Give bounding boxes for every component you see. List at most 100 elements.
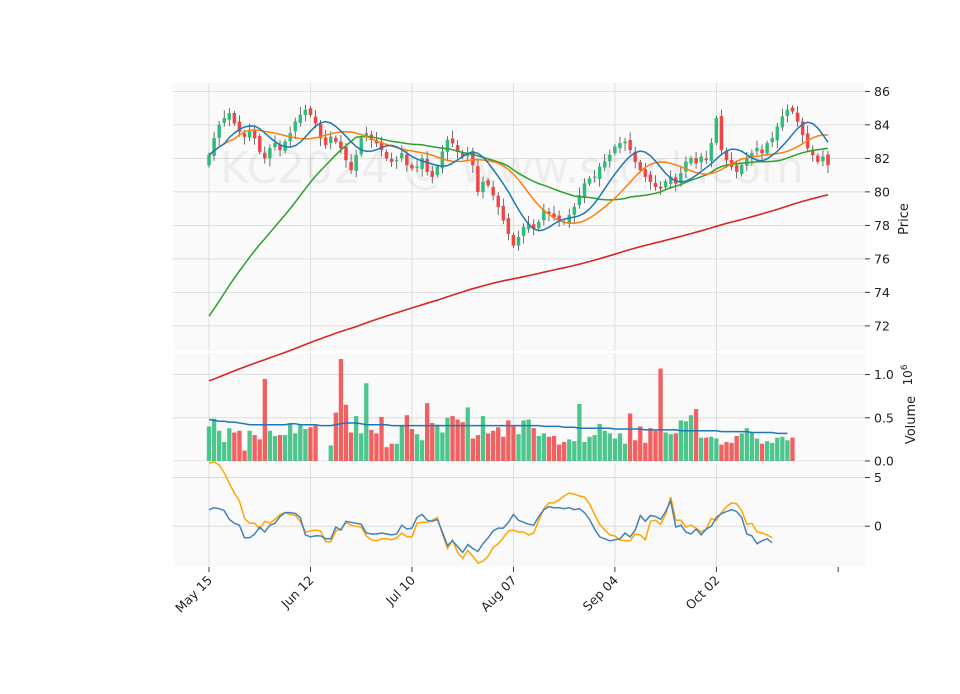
price-ytick-label: 78 — [874, 218, 890, 233]
candle-body — [613, 146, 617, 154]
candle-body — [415, 166, 419, 168]
price-ytick-label: 76 — [874, 251, 890, 266]
volume-bar — [465, 407, 470, 461]
volume-ytick-label: 0.0 — [874, 454, 894, 469]
candle-body — [258, 136, 262, 152]
volume-bar — [293, 433, 298, 461]
volume-bar — [303, 429, 308, 461]
candle-body — [795, 112, 800, 122]
price-panel-bg — [173, 83, 865, 351]
candle-body — [430, 170, 434, 177]
candle-body — [349, 161, 353, 171]
candle-body — [268, 148, 272, 159]
candle-body — [308, 108, 313, 115]
volume-bar — [242, 450, 247, 461]
volume-bar — [688, 415, 694, 461]
volume-bar — [536, 435, 541, 461]
candle-body — [537, 221, 541, 229]
volume-ytick-label: 0.5 — [874, 410, 894, 425]
volume-bar — [556, 444, 562, 461]
candle-body — [476, 166, 480, 193]
volume-bar — [663, 432, 668, 461]
volume-bar — [485, 433, 491, 461]
volume-bar — [206, 426, 212, 461]
candle-body — [298, 114, 303, 124]
volume-bar — [211, 418, 217, 461]
volume-bar — [506, 420, 511, 461]
candle-body — [521, 226, 526, 236]
volume-unit-exponent: 6 — [900, 364, 910, 370]
candle-body — [658, 186, 663, 189]
volume-bar — [724, 441, 729, 461]
candle-body — [572, 206, 577, 215]
candle-body — [278, 145, 282, 151]
candle-body — [511, 234, 516, 246]
volume-bar — [445, 417, 450, 461]
candle-body — [445, 139, 450, 152]
candle-body — [410, 164, 414, 169]
price-ytick-label: 84 — [874, 117, 890, 132]
ma-long-line — [208, 194, 829, 382]
candle-body — [486, 180, 490, 186]
indicator-lines-layer — [208, 461, 773, 564]
volume-bar — [222, 441, 227, 461]
candle-body — [379, 141, 384, 151]
candle-body — [785, 109, 790, 116]
ma-fast-line — [208, 120, 829, 232]
volume-bar — [678, 420, 684, 461]
candle-body — [496, 195, 500, 208]
candle-body — [481, 181, 485, 193]
candle-body — [623, 141, 627, 144]
price-axis-label: Price — [897, 203, 912, 235]
volume-bars-layer — [206, 359, 795, 461]
volume-bar — [597, 423, 602, 461]
volume-bar — [272, 435, 278, 461]
candle-body — [471, 151, 475, 166]
candle-body — [293, 121, 297, 132]
candle-body — [263, 152, 267, 159]
candle-body — [816, 155, 820, 162]
volume-bar — [764, 441, 770, 461]
volume-bar — [577, 403, 582, 461]
candle-body — [775, 126, 779, 141]
volume-bar — [567, 439, 572, 461]
candle-body — [719, 116, 724, 151]
candle-body — [339, 141, 343, 149]
ma-mid-line — [208, 129, 828, 225]
candle-body — [603, 161, 607, 168]
volume-bar — [531, 428, 536, 461]
volume-bar — [480, 416, 486, 461]
volume-bar — [328, 445, 333, 461]
candle-body — [222, 118, 226, 124]
volume-bar — [734, 435, 739, 461]
candle-body — [608, 154, 612, 162]
volume-bar — [668, 434, 673, 461]
volume-bar — [653, 430, 658, 461]
volume-bar — [440, 432, 445, 461]
volume-bar — [526, 419, 531, 461]
volume-bar — [759, 443, 765, 461]
volume-bar — [516, 434, 521, 461]
candle-body — [318, 123, 323, 139]
volume-bar — [607, 433, 612, 461]
volume-bar — [282, 435, 288, 461]
volume-bar — [546, 436, 552, 461]
volume-bar — [541, 433, 547, 461]
candle-body — [359, 138, 363, 155]
candle-body — [618, 143, 622, 149]
xtick-label: May 15 — [172, 573, 215, 616]
candle-body — [334, 137, 338, 142]
candle-body — [582, 183, 587, 197]
price-ytick-label: 74 — [874, 285, 890, 300]
volume-bar — [770, 442, 775, 461]
volume-bar — [475, 435, 481, 461]
volume-bar — [754, 438, 760, 461]
volume-bar — [430, 422, 435, 461]
volume-bar — [460, 422, 465, 461]
candle-body — [648, 174, 653, 182]
volume-bar — [435, 424, 440, 461]
volume-bar — [729, 442, 734, 461]
volume-bar — [749, 432, 755, 461]
indicator-ytick-label: 5 — [874, 470, 882, 485]
volume-bar — [704, 437, 709, 461]
